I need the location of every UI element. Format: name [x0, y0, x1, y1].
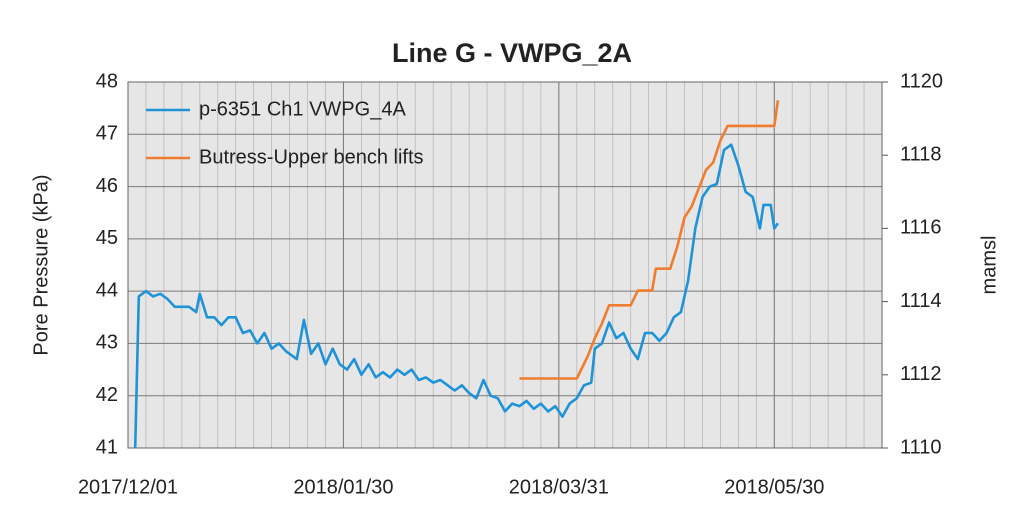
chart-title: Line G - VWPG_2A: [392, 38, 632, 68]
y-tick-label: 41: [96, 436, 118, 458]
y-tick-label: 47: [96, 123, 118, 145]
x-tick-label: 2017/12/01: [78, 476, 178, 498]
y2-tick-label: 1120: [900, 70, 943, 92]
series-line: [133, 143, 779, 449]
legend-label: p-6351 Ch1 VWPG_4A: [199, 98, 406, 120]
x-tick-label: 2018/05/30: [724, 476, 824, 498]
y-tick-label: 48: [96, 70, 118, 92]
y2-tick-label: 1110: [900, 436, 942, 458]
y-tick-label: 42: [96, 384, 118, 406]
y2-tick-label: 1114: [900, 290, 942, 312]
y-tick-label: 44: [96, 279, 118, 301]
y2-tick-label: 1116: [900, 217, 942, 239]
x-tick-label: 2018/03/31: [509, 476, 609, 498]
y2-tick-label: 1112: [900, 363, 942, 385]
y2-axis-label: mamsl: [978, 236, 1000, 295]
y-tick-label: 43: [96, 332, 118, 354]
y2-tick-label: 1118: [900, 143, 942, 165]
legend-label: Butress-Upper bench lifts: [199, 146, 424, 168]
y-axis-label: Pore Pressure (kPa): [30, 174, 52, 355]
y-tick-label: 45: [96, 227, 118, 249]
plot-border: [127, 81, 883, 449]
x-tick-label: 2018/01/30: [293, 476, 393, 498]
series-line: [519, 100, 780, 380]
y-tick-label: 46: [96, 175, 118, 197]
